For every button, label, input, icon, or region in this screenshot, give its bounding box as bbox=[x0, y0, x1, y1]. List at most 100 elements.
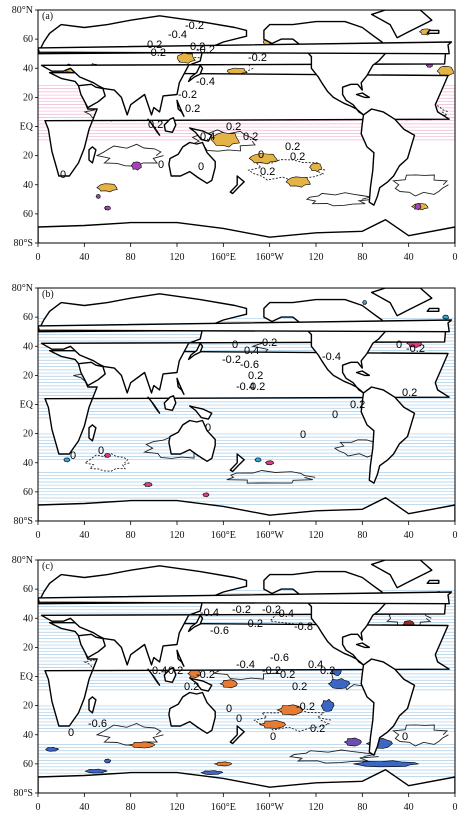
lon-tick-label: 0 bbox=[36, 530, 41, 541]
shaded-region bbox=[264, 460, 275, 466]
plot-area bbox=[38, 10, 455, 243]
shaded-region bbox=[84, 768, 108, 774]
lon-tick-label: 160°E bbox=[211, 802, 236, 813]
landmass-sumatra bbox=[147, 396, 161, 414]
lon-tick-label: 160°E bbox=[211, 252, 236, 263]
contour-line bbox=[226, 470, 316, 484]
contour-labels: -0.2 -0.2-0.4-0.6-0.2-0.4-0.8-0.6-0.4 -0.2… bbox=[68, 604, 408, 743]
landmass-madagascar bbox=[88, 424, 97, 442]
landmass-antarctica bbox=[38, 497, 455, 521]
shaded-region bbox=[103, 453, 111, 458]
shaded-region bbox=[213, 761, 233, 767]
contour-label: -0.8 bbox=[294, 621, 313, 633]
lat-tick-label: 60 bbox=[23, 759, 33, 770]
lat-tick-label: 80°N bbox=[12, 5, 33, 16]
coastlines bbox=[38, 10, 455, 243]
shaded-region bbox=[202, 492, 210, 498]
contour-label: -0.4 bbox=[236, 659, 255, 671]
landmass-newguinea bbox=[189, 405, 213, 420]
contour-label: 0 bbox=[226, 703, 232, 715]
latitude-axis: 80°N 60 40 20 EQ 20 40 60 80°S bbox=[12, 283, 38, 527]
contour-label: -0.2 bbox=[196, 44, 215, 56]
contour-label: -0.2 bbox=[232, 604, 251, 616]
lon-tick-label: 40 bbox=[404, 802, 414, 813]
landmass-uk bbox=[38, 319, 453, 333]
landmass-nz bbox=[229, 175, 245, 195]
contour-label: 0.2 bbox=[168, 665, 183, 677]
landmass-japan bbox=[187, 614, 204, 633]
lon-tick-label: 40 bbox=[404, 252, 414, 263]
shaded-region bbox=[442, 314, 450, 320]
contour-label: -0.2 bbox=[262, 665, 281, 677]
landmass-australia bbox=[168, 419, 216, 462]
lat-tick-label: 60 bbox=[23, 312, 33, 323]
lat-tick-label: 80°N bbox=[12, 555, 33, 566]
contour-label: 0.2 bbox=[260, 166, 275, 178]
landmass-eurasia bbox=[38, 565, 447, 666]
landmass-borneo bbox=[163, 395, 177, 411]
shaded-region bbox=[414, 203, 422, 211]
lat-tick-label: 40 bbox=[23, 180, 33, 191]
lon-tick-label: 120 bbox=[309, 802, 324, 813]
contour-label: 0.2 bbox=[250, 381, 265, 393]
contour-label: 0 bbox=[158, 159, 164, 171]
lon-tick-label: 120 bbox=[309, 252, 324, 263]
lon-tick-label: 160°W bbox=[255, 802, 284, 813]
contour-label: 0.2 bbox=[190, 41, 205, 53]
panel-label: (c) bbox=[42, 561, 53, 572]
contour-label: 0.2 bbox=[185, 103, 200, 115]
contour-label: 0.2 bbox=[292, 681, 307, 693]
lat-tick-label: 40 bbox=[23, 341, 33, 352]
landmass-eurasia bbox=[38, 293, 447, 394]
landmass-greenland bbox=[370, 560, 433, 589]
lat-tick-label: 80°S bbox=[13, 238, 33, 249]
landmass-iceland bbox=[426, 307, 440, 312]
contour-label: 0 bbox=[402, 731, 408, 743]
landmass-newguinea bbox=[189, 677, 213, 692]
landmass-uk bbox=[38, 41, 453, 55]
landmass-sumatra bbox=[147, 118, 161, 136]
map-panel-a: -0.2 -0.4 -0.2 0.2 -0.2 0.2 -0.2 -0.4 -0.2 0.2 0.2… bbox=[0, 0, 466, 274]
lat-tick-label: 60 bbox=[23, 209, 33, 220]
lon-tick-label: 0 bbox=[36, 802, 41, 813]
lat-tick-label: 80°N bbox=[12, 283, 33, 294]
lat-tick-label: 40 bbox=[23, 730, 33, 741]
shaded-region bbox=[96, 183, 118, 193]
contour-label: 0.2 bbox=[285, 141, 300, 153]
contour-label: 0 bbox=[60, 169, 66, 181]
landmass-eurasia bbox=[38, 15, 447, 116]
lon-tick-label: 120 bbox=[170, 252, 185, 263]
lat-tick-label: 40 bbox=[23, 613, 33, 624]
contour-label: -0.4 bbox=[275, 608, 294, 620]
landmass-arabia bbox=[77, 361, 106, 387]
shaded-region bbox=[362, 300, 367, 306]
lon-tick-label: 0 bbox=[36, 252, 41, 263]
landmass-cuba bbox=[355, 642, 370, 649]
map-panel-b: 0 0.2 0.4 -0.2 -0.6 0.2 -0.4 0.2 -0.4 0 -0.2 0.2 0.2… bbox=[0, 278, 466, 552]
lat-tick-label: EQ bbox=[20, 122, 34, 133]
landmass-antarctica bbox=[38, 769, 455, 793]
contour-label: -0.2 bbox=[178, 89, 197, 101]
contour-label: 0.2 bbox=[290, 151, 305, 163]
contour-label: 0 bbox=[68, 727, 74, 739]
map-panel-c: -0.2 -0.2 -0.4 -0.6 -0.2 -0.4 -0.8 -0.6 -0.4 -0.2… bbox=[0, 550, 466, 824]
contour-label: 0.2 bbox=[280, 669, 295, 681]
contour-labels: 0 0.20.4-0.2 -0.60.2-0.40.2-0.40 -0.20.20.2… bbox=[70, 337, 425, 462]
shaded-region bbox=[103, 205, 111, 211]
shaded-region bbox=[309, 162, 323, 172]
contour-label: 0 bbox=[396, 339, 402, 351]
lon-tick-label: 160°E bbox=[211, 530, 236, 541]
landmass-uk bbox=[38, 591, 453, 605]
lon-tick-label: 80 bbox=[126, 530, 136, 541]
contour-label: 0.4 bbox=[152, 665, 167, 677]
lon-tick-label: 80 bbox=[357, 802, 367, 813]
shaded-region bbox=[327, 678, 351, 689]
lat-tick-label: 40 bbox=[23, 63, 33, 74]
shaded-region bbox=[142, 482, 153, 488]
lat-tick-label: EQ bbox=[20, 400, 34, 411]
contour-label: -0.4 bbox=[168, 29, 187, 41]
contour-label: -0.4 bbox=[196, 76, 215, 88]
contour-label: -0.2 bbox=[406, 343, 425, 355]
contour-label: 0.2 bbox=[148, 119, 163, 131]
map-svg: -0.2 -0.2-0.4-0.6-0.2-0.4-0.8-0.6-0.4 -0.2… bbox=[12, 555, 458, 813]
